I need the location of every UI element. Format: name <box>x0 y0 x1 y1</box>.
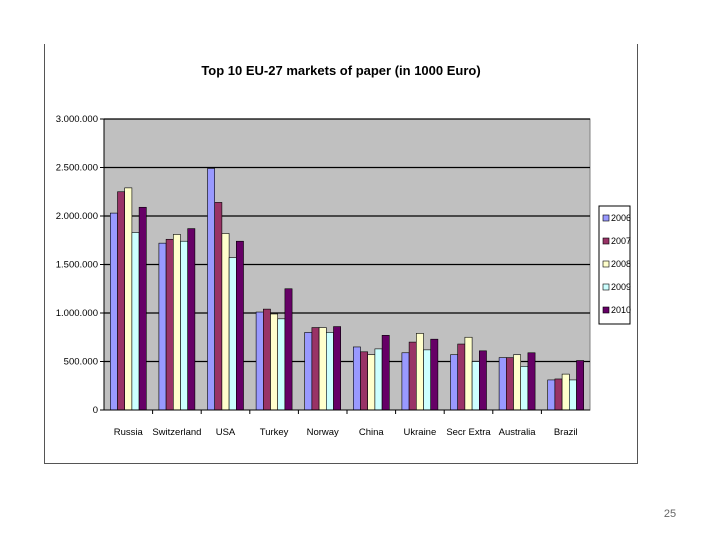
chart-frame: Top 10 EU-27 markets of paper (in 1000 E… <box>44 44 638 464</box>
x-tick-label: Australia <box>499 427 537 438</box>
x-tick-label: Russia <box>114 427 144 438</box>
chart-svg: 0 500.000 1.000.000 1.500.000 2.000.000 2.500… <box>56 114 631 438</box>
bar-2007-ukraine <box>408 341 417 411</box>
x-tick-label: China <box>359 427 385 438</box>
bar-2009-australia <box>520 366 529 411</box>
bar-2008-ukraine <box>415 333 424 411</box>
bar-2008-turkey <box>270 313 278 411</box>
legend-label: 2007 <box>611 236 631 246</box>
bar-2007-turkey <box>263 308 271 411</box>
y-tick-label: 0 <box>93 405 98 416</box>
bar-2008-brazil <box>561 373 570 411</box>
bar-2010-turkey <box>284 288 293 411</box>
x-tick-label: Norway <box>307 427 339 438</box>
bar-2006-china <box>352 346 361 411</box>
bar-2007-brazil <box>554 378 563 411</box>
bar-2010-china <box>381 335 390 411</box>
bar-2007-secr-extra <box>457 343 466 411</box>
bar-2009-switzerland <box>180 240 188 411</box>
legend-label: 2006 <box>611 213 631 223</box>
y-tick-label: 1.500.000 <box>56 260 98 271</box>
bar-2007-switzerland <box>165 238 174 411</box>
bar-2007-australia <box>505 357 514 411</box>
legend-swatch <box>602 283 610 291</box>
bar-2006-ukraine <box>401 352 410 411</box>
bar-2007-norway <box>311 327 320 411</box>
legend-label: 2008 <box>611 259 631 269</box>
legend-label: 2009 <box>611 282 631 292</box>
bar-2007-usa <box>214 202 223 411</box>
x-tick-label: USA <box>216 427 236 438</box>
bar-2006-turkey <box>255 311 264 411</box>
y-tick-label: 1.000.000 <box>56 308 98 319</box>
bar-2008-australia <box>513 354 521 411</box>
legend-label: 2010 <box>611 305 631 315</box>
y-tick-label: 3.000.000 <box>56 114 98 125</box>
bar-2010-switzerland <box>187 228 196 411</box>
legend-swatch <box>602 306 610 314</box>
bar-2007-russia <box>117 191 125 411</box>
bar-2006-russia <box>110 212 118 411</box>
bar-2006-usa <box>207 168 215 411</box>
bar-2010-russia <box>138 206 147 411</box>
bar-2007-china <box>360 351 368 411</box>
bar-2009-brazil <box>568 379 577 411</box>
bar-2006-norway <box>304 332 313 411</box>
bar-2010-australia <box>527 352 536 411</box>
x-tick-label: Brazil <box>554 427 578 438</box>
x-tick-label: Ukraine <box>404 427 437 438</box>
x-tick-label: Turkey <box>260 427 289 438</box>
bar-2008-china <box>367 354 376 411</box>
legend-swatch <box>602 214 610 222</box>
bar-2009-ukraine <box>423 349 431 411</box>
bar-2010-secr-extra <box>478 350 487 411</box>
bar-2006-brazil <box>547 379 556 411</box>
bar-2010-brazil <box>576 360 584 411</box>
bar-2009-usa <box>228 257 237 411</box>
bar-2010-usa <box>236 240 244 411</box>
bar-2006-switzerland <box>158 242 167 411</box>
bar-2010-ukraine <box>430 338 439 411</box>
bar-2006-australia <box>498 357 507 411</box>
legend-swatch <box>602 237 610 245</box>
bar-2006-secr-extra <box>450 354 458 411</box>
slide-number: 25 <box>663 508 677 520</box>
bar-2009-norway <box>325 332 334 411</box>
y-tick-label: 2.500.000 <box>56 163 98 174</box>
bar-2008-russia <box>124 187 133 411</box>
x-tick-label: Switzerland <box>152 427 201 438</box>
bar-2009-secr-extra <box>471 361 480 411</box>
bar-2008-usa <box>221 233 230 411</box>
bar-2009-russia <box>131 232 140 411</box>
y-tick-label: 2.000.000 <box>56 211 98 222</box>
bar-2009-china <box>374 348 383 411</box>
bar-2009-turkey <box>277 318 286 411</box>
legend-swatch <box>602 260 610 268</box>
chart-title: Top 10 EU-27 markets of paper (in 1000 E… <box>201 63 481 78</box>
bar-2008-secr-extra <box>464 336 473 411</box>
bar-2008-norway <box>318 327 327 411</box>
bar-2010-norway <box>333 326 341 411</box>
bar-2008-switzerland <box>173 234 181 411</box>
y-tick-label: 500.000 <box>64 357 98 368</box>
x-tick-label: Secr Extra <box>446 427 491 438</box>
